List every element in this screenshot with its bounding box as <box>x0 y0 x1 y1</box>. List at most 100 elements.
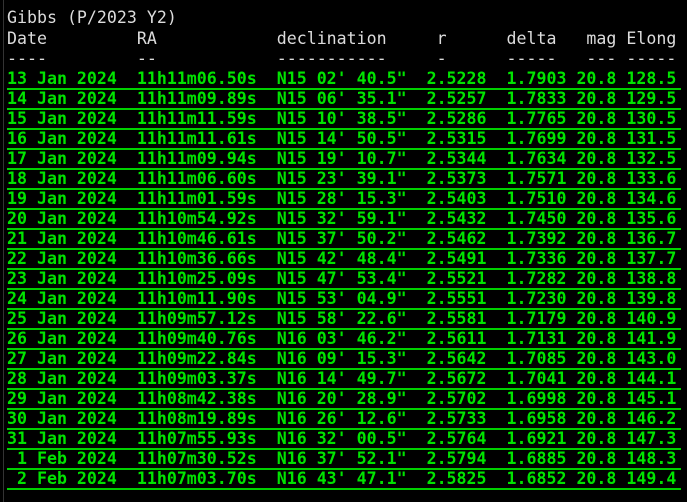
r-cell: 2.5403 <box>426 189 487 208</box>
r-cell: 2.5794 <box>426 449 487 468</box>
mag-cell: 20.8 <box>576 309 617 328</box>
r-cell: 2.5257 <box>426 89 487 108</box>
declination-cell: N15 10' 38.5" <box>276 109 407 128</box>
delta-cell: 1.6852 <box>506 469 567 488</box>
declination-cell: N15 32' 59.1" <box>276 209 407 228</box>
mag-cell: 20.8 <box>576 169 617 188</box>
delta-cell: 1.7230 <box>506 289 567 308</box>
mag-cell: 20.8 <box>576 469 617 488</box>
date-cell: 25 Jan 2024 <box>7 309 117 328</box>
r-cell: 2.5642 <box>426 349 487 368</box>
table-row: 18 Jan 2024 11h11m06.60s N15 23' 39.1" 2.53… <box>7 170 681 190</box>
r-cell: 2.5462 <box>426 229 487 248</box>
header-underline-row: ---- -- ----------- - ----- --- ----- <box>7 49 681 69</box>
declination-cell: N16 20' 28.9" <box>276 389 407 408</box>
r-cell: 2.5581 <box>426 309 487 328</box>
elong-cell: 141.9 <box>626 329 677 348</box>
table-row: 15 Jan 2024 11h11m11.59s N15 10' 38.5" 2.52… <box>7 110 681 130</box>
delta-cell: 1.6921 <box>506 429 567 448</box>
ra-cell: 11h08m42.38s <box>136 389 257 408</box>
declination-cell: N15 23' 39.1" <box>276 169 407 188</box>
underline-date: ---- <box>7 49 47 68</box>
ra-cell: 11h11m09.89s <box>136 89 257 108</box>
date-cell: 13 Jan 2024 <box>7 69 117 88</box>
ra-cell: 11h09m40.76s <box>136 329 257 348</box>
ra-cell: 11h11m06.50s <box>136 69 257 88</box>
mag-cell: 20.8 <box>576 189 617 208</box>
elong-cell: 132.5 <box>626 149 677 168</box>
declination-cell: N16 14' 49.7" <box>276 369 407 388</box>
table-row: 26 Jan 2024 11h09m40.76s N16 03' 46.2" 2.56… <box>7 330 681 350</box>
delta-cell: 1.6998 <box>506 389 567 408</box>
elong-cell: 135.6 <box>626 209 677 228</box>
header-elong: Elong <box>626 29 677 48</box>
table-row: 16 Jan 2024 11h11m11.61s N15 14' 50.5" 2.53… <box>7 130 681 150</box>
delta-cell: 1.7571 <box>506 169 567 188</box>
r-cell: 2.5344 <box>426 149 487 168</box>
mag-cell: 20.8 <box>576 249 617 268</box>
ra-cell: 11h10m54.92s <box>136 209 257 228</box>
elong-cell: 137.7 <box>626 249 677 268</box>
date-cell: 31 Jan 2024 <box>7 429 117 448</box>
delta-cell: 1.7634 <box>506 149 567 168</box>
mag-cell: 20.8 <box>576 69 617 88</box>
elong-cell: 146.2 <box>626 409 677 428</box>
mag-cell: 20.8 <box>576 229 617 248</box>
declination-cell: N15 28' 15.3" <box>276 189 407 208</box>
declination-cell: N16 03' 46.2" <box>276 329 407 348</box>
ra-cell: 11h10m25.09s <box>136 269 257 288</box>
mag-cell: 20.8 <box>576 149 617 168</box>
declination-cell: N15 47' 53.4" <box>276 269 407 288</box>
ra-cell: 11h11m11.61s <box>136 129 257 148</box>
table-row: 22 Jan 2024 11h10m36.66s N15 42' 48.4" 2.54… <box>7 250 681 270</box>
table-row: 25 Jan 2024 11h09m57.12s N15 58' 22.6" 2.55… <box>7 310 681 330</box>
date-cell: 16 Jan 2024 <box>7 129 117 148</box>
date-cell: 15 Jan 2024 <box>7 109 117 128</box>
r-cell: 2.5611 <box>426 329 487 348</box>
underline-mag: --- <box>586 49 617 68</box>
table-row: 14 Jan 2024 11h11m09.89s N15 06' 35.1" 2.52… <box>7 90 681 110</box>
delta-cell: 1.7765 <box>506 109 567 128</box>
ra-cell: 11h11m06.60s <box>136 169 257 188</box>
date-cell: 23 Jan 2024 <box>7 269 117 288</box>
delta-cell: 1.7336 <box>506 249 567 268</box>
elong-cell: 148.3 <box>626 449 677 468</box>
header-ra: RA <box>136 29 157 48</box>
mag-cell: 20.8 <box>576 269 617 288</box>
ra-cell: 11h09m57.12s <box>136 309 257 328</box>
delta-cell: 1.7085 <box>506 349 567 368</box>
date-cell: 26 Jan 2024 <box>7 329 117 348</box>
header-r: r <box>436 29 447 48</box>
elong-cell: 136.7 <box>626 229 677 248</box>
mag-cell: 20.8 <box>576 89 617 108</box>
declination-cell: N15 14' 50.5" <box>276 129 407 148</box>
ephemeris-title: Gibbs (P/2023 Y2) <box>7 8 177 27</box>
mag-cell: 20.8 <box>576 389 617 408</box>
table-row: 30 Jan 2024 11h08m19.89s N16 26' 12.6" 2.57… <box>7 410 681 430</box>
elong-cell: 144.1 <box>626 369 677 388</box>
ra-cell: 11h10m11.90s <box>136 289 257 308</box>
underline-r: - <box>436 49 447 68</box>
mag-cell: 20.8 <box>576 289 617 308</box>
r-cell: 2.5521 <box>426 269 487 288</box>
elong-cell: 138.8 <box>626 269 677 288</box>
delta-cell: 1.7833 <box>506 89 567 108</box>
header-delta: delta <box>506 29 557 48</box>
r-cell: 2.5432 <box>426 209 487 228</box>
declination-cell: N16 09' 15.3" <box>276 349 407 368</box>
table-row: 31 Jan 2024 11h07m55.93s N16 32' 00.5" 2.57… <box>7 430 681 450</box>
declination-cell: N15 58' 22.6" <box>276 309 407 328</box>
ra-cell: 11h08m19.89s <box>136 409 257 428</box>
declination-cell: N16 37' 52.1" <box>276 449 407 468</box>
declination-cell: N16 26' 12.6" <box>276 409 407 428</box>
elong-cell: 128.5 <box>626 69 677 88</box>
r-cell: 2.5825 <box>426 469 487 488</box>
elong-cell: 143.0 <box>626 349 677 368</box>
table-row: 20 Jan 2024 11h10m54.92s N15 32' 59.1" 2.54… <box>7 210 681 230</box>
mag-cell: 20.8 <box>576 429 617 448</box>
declination-cell: N16 43' 47.1" <box>276 469 407 488</box>
elong-cell: 131.5 <box>626 129 677 148</box>
delta-cell: 1.7131 <box>506 329 567 348</box>
table-row: 28 Jan 2024 11h09m03.37s N16 14' 49.7" 2.56… <box>7 370 681 390</box>
ra-cell: 11h10m46.61s <box>136 229 257 248</box>
